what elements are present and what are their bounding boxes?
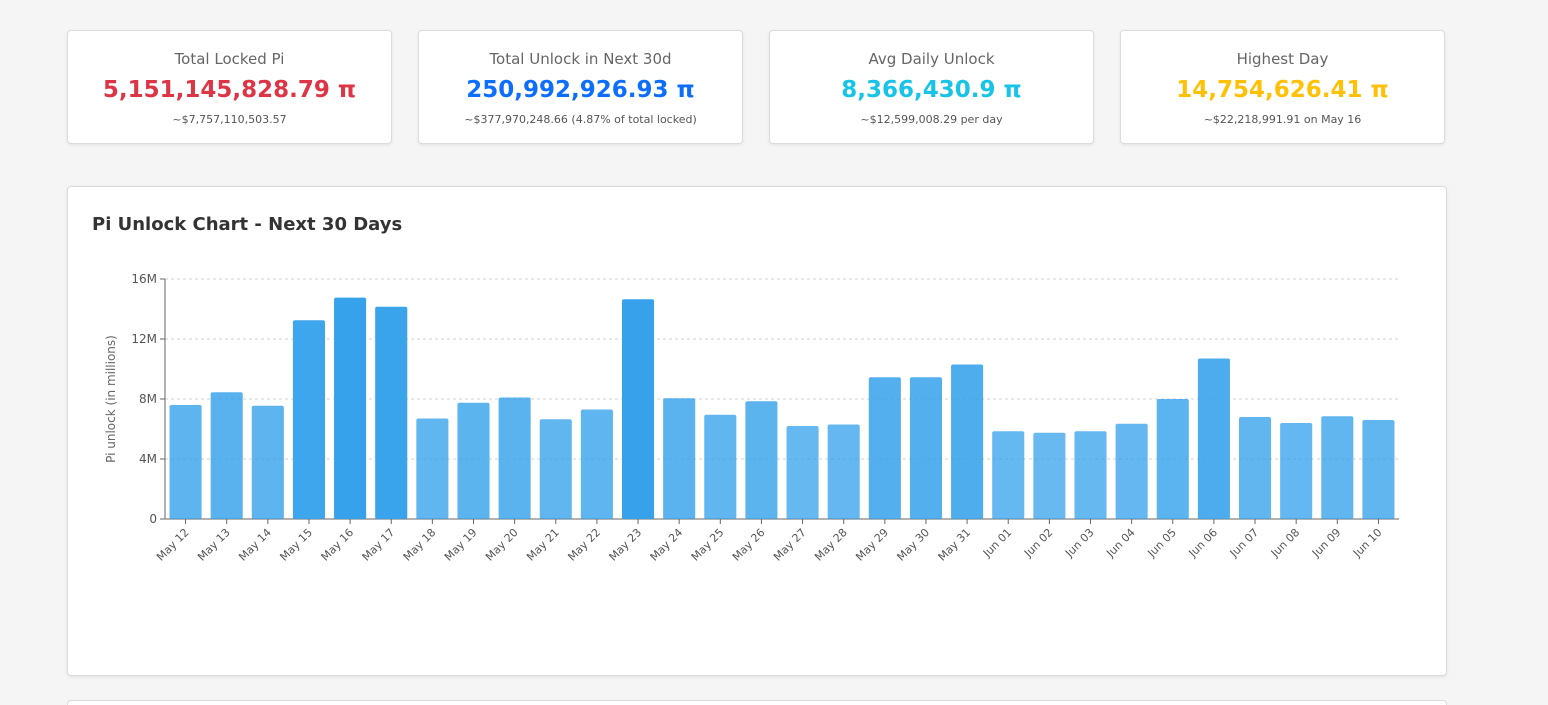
bar	[457, 402, 490, 519]
stat-value: 14,754,626.41 π	[1176, 77, 1389, 103]
stat-title: Highest Day	[1236, 50, 1329, 68]
stat-subtext: ~$12,599,008.29 per day	[860, 113, 1003, 126]
next-section-card	[67, 700, 1447, 705]
bar	[416, 418, 449, 519]
stat-value: 8,366,430.9 π	[841, 77, 1022, 103]
bar	[1321, 416, 1354, 519]
x-tick-label: May 27	[771, 526, 809, 564]
stat-card-avg-daily: Avg Daily Unlock 8,366,430.9 π ~$12,599,…	[769, 30, 1094, 144]
unlock-chart-card: Pi Unlock Chart - Next 30 Days 0 4M 8M 12M 1…	[67, 186, 1447, 676]
bar	[375, 306, 408, 519]
bar	[292, 320, 326, 519]
y-tick-label: 4M	[139, 452, 157, 466]
stat-title: Avg Daily Unlock	[868, 50, 995, 68]
bar	[539, 419, 572, 519]
bar	[1362, 420, 1395, 519]
x-tick-label: Jun 02	[1021, 526, 1055, 560]
x-tick-label: May 25	[689, 526, 727, 564]
x-tick-label: Jun 08	[1268, 526, 1302, 560]
x-tick-label: May 13	[195, 526, 233, 564]
x-tick-label: May 22	[565, 526, 603, 564]
x-tick-label: Jun 03	[1062, 526, 1096, 560]
bar	[621, 299, 655, 519]
bar	[1197, 358, 1230, 519]
bar	[334, 297, 367, 519]
x-tick-label: May 23	[607, 526, 645, 564]
x-tick-label: May 20	[483, 526, 521, 564]
bar	[251, 405, 284, 519]
y-tick-label: 0	[149, 512, 157, 526]
bar	[169, 405, 202, 519]
stat-title: Total Locked Pi	[174, 50, 285, 68]
bar	[786, 426, 819, 519]
stat-value: 250,992,926.93 π	[466, 77, 695, 103]
x-tick-label: May 15	[277, 526, 315, 564]
stat-subtext: ~$7,757,110,503.57	[172, 113, 287, 126]
bar	[909, 377, 943, 519]
bar	[498, 397, 531, 519]
x-tick-label: Jun 09	[1309, 526, 1343, 560]
bar	[1074, 431, 1107, 519]
x-tick-label: May 12	[154, 526, 192, 564]
y-tick-label: 16M	[131, 272, 157, 286]
bar	[827, 424, 860, 519]
x-tick-label: Jun 05	[1144, 526, 1178, 560]
bar	[210, 392, 243, 519]
stat-subtext: ~$377,970,248.66 (4.87% of total locked)	[464, 113, 697, 126]
bar	[1238, 417, 1272, 519]
stat-subtext: ~$22,218,991.91 on May 16	[1203, 113, 1362, 126]
bar	[1156, 399, 1189, 519]
y-tick-label: 8M	[139, 392, 157, 406]
x-tick-label: Jun 07	[1227, 526, 1261, 560]
unlock-bar-chart: 0 4M 8M 12M 16M Pi unlock (in millions) May 12…	[104, 272, 1399, 564]
x-tick-label: May 30	[894, 526, 932, 564]
stat-value: 5,151,145,828.79 π	[102, 77, 357, 103]
bar	[992, 431, 1025, 519]
x-tick-label: Jun 10	[1350, 526, 1384, 560]
bar	[745, 401, 778, 519]
x-tick-label: May 31	[936, 526, 974, 564]
x-tick-label: May 18	[401, 526, 439, 564]
x-tick-label: Jun 04	[1103, 526, 1137, 560]
bar	[868, 377, 901, 519]
y-tick-label: 12M	[131, 332, 157, 346]
x-tick-label: May 21	[524, 526, 562, 564]
x-tick-label: May 28	[812, 526, 850, 564]
x-tick-label: May 26	[730, 526, 768, 564]
x-tick-label: May 17	[360, 526, 398, 564]
x-tick-label: Jun 01	[980, 526, 1014, 560]
chart-title: Pi Unlock Chart - Next 30 Days	[92, 214, 403, 235]
bar	[1115, 423, 1148, 519]
bar	[1033, 432, 1066, 519]
x-tick-label: May 24	[648, 526, 686, 564]
stat-card-highest-day: Highest Day 14,754,626.41 π ~$22,218,991…	[1120, 30, 1445, 144]
stat-card-unlock-30d: Total Unlock in Next 30d 250,992,926.93 …	[418, 30, 743, 144]
bar	[1280, 423, 1313, 519]
x-tick-label: May 16	[319, 526, 357, 564]
stat-title: Total Unlock in Next 30d	[489, 50, 672, 68]
x-tick-label: May 29	[853, 526, 891, 564]
bar	[704, 414, 737, 519]
bar	[663, 398, 696, 519]
bar	[580, 409, 613, 519]
x-tick-label: May 14	[236, 526, 274, 564]
x-tick-label: Jun 06	[1186, 526, 1220, 560]
stat-card-total-locked: Total Locked Pi 5,151,145,828.79 π ~$7,7…	[67, 30, 392, 144]
y-axis-label: Pi unlock (in millions)	[104, 335, 118, 463]
bar	[951, 364, 984, 519]
x-tick-label: May 19	[442, 526, 480, 564]
